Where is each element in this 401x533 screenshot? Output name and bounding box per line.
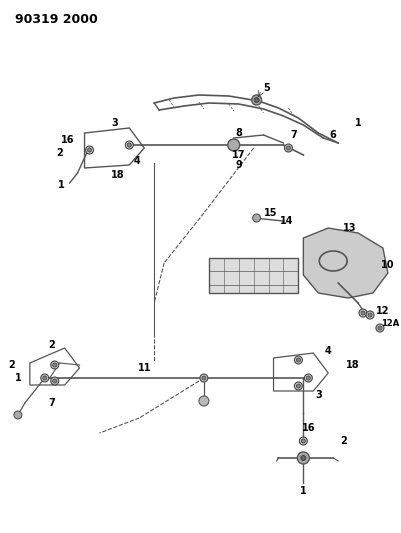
Text: 4: 4: [325, 346, 332, 356]
Text: 7: 7: [49, 398, 55, 408]
Circle shape: [304, 374, 312, 382]
Circle shape: [361, 311, 365, 315]
Text: 8: 8: [235, 128, 242, 138]
Text: 1: 1: [300, 486, 307, 496]
Circle shape: [51, 377, 59, 385]
Circle shape: [306, 376, 310, 380]
Circle shape: [301, 456, 306, 461]
Circle shape: [294, 356, 302, 364]
Circle shape: [253, 214, 261, 222]
Circle shape: [284, 144, 292, 152]
Circle shape: [43, 376, 47, 380]
Circle shape: [378, 326, 382, 330]
Text: 2: 2: [340, 436, 346, 446]
Circle shape: [51, 361, 59, 369]
Text: 6: 6: [330, 130, 336, 140]
Text: 5: 5: [263, 83, 270, 93]
Circle shape: [85, 146, 93, 154]
Text: 14: 14: [280, 216, 293, 226]
Text: 15: 15: [264, 208, 277, 218]
Circle shape: [202, 376, 206, 380]
Circle shape: [200, 374, 208, 382]
Circle shape: [53, 363, 57, 367]
Circle shape: [252, 95, 261, 105]
Text: 4: 4: [134, 156, 141, 166]
Text: 2: 2: [8, 360, 15, 370]
Circle shape: [294, 382, 302, 390]
Text: 10: 10: [381, 260, 395, 270]
Text: 3: 3: [315, 390, 322, 400]
Circle shape: [87, 148, 91, 152]
Circle shape: [41, 374, 49, 382]
Text: 2: 2: [49, 340, 55, 350]
Circle shape: [126, 141, 133, 149]
Circle shape: [298, 452, 309, 464]
Circle shape: [359, 309, 367, 317]
Text: 13: 13: [343, 223, 357, 233]
Circle shape: [302, 439, 305, 443]
Circle shape: [366, 311, 374, 319]
Text: 16: 16: [61, 135, 74, 145]
Text: 17: 17: [232, 150, 245, 160]
Text: 16: 16: [302, 423, 315, 433]
Circle shape: [376, 324, 384, 332]
Text: 9: 9: [235, 160, 242, 170]
Text: 12A: 12A: [381, 319, 399, 327]
Text: 18: 18: [111, 170, 124, 180]
Circle shape: [127, 143, 131, 147]
Text: 18: 18: [346, 360, 360, 370]
Circle shape: [300, 437, 307, 445]
Circle shape: [254, 98, 259, 102]
Circle shape: [296, 384, 300, 388]
Text: 3: 3: [111, 118, 118, 128]
Text: 12: 12: [376, 306, 390, 316]
Polygon shape: [304, 228, 388, 298]
Text: 1: 1: [14, 373, 21, 383]
Text: 1: 1: [58, 180, 65, 190]
Circle shape: [368, 313, 372, 317]
Circle shape: [53, 379, 57, 383]
Circle shape: [14, 411, 22, 419]
Circle shape: [228, 139, 240, 151]
FancyBboxPatch shape: [209, 258, 298, 293]
Circle shape: [286, 146, 290, 150]
Text: 7: 7: [290, 130, 297, 140]
Circle shape: [199, 396, 209, 406]
Text: 2: 2: [56, 148, 63, 158]
Text: 11: 11: [138, 363, 151, 373]
Circle shape: [296, 358, 300, 362]
Text: 90319 2000: 90319 2000: [15, 13, 98, 26]
Text: 1: 1: [355, 118, 361, 128]
